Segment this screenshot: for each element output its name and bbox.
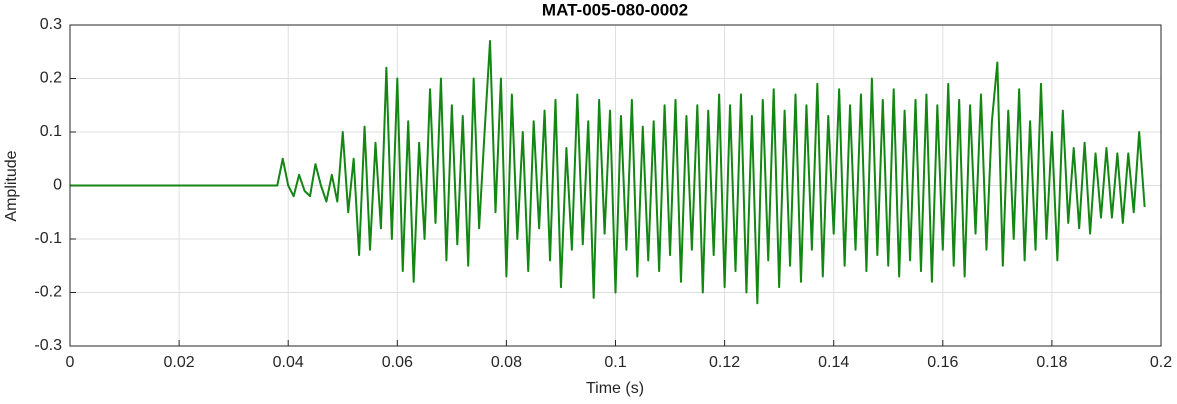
y-tick-label: 0.3 [40, 16, 62, 33]
x-tick-label: 0.04 [273, 354, 304, 371]
series-line [70, 40, 1146, 305]
y-tick-label: 0.2 [40, 70, 62, 87]
chart-title: MAT-005-080-0002 [542, 0, 688, 19]
x-tick-label: 0.16 [927, 354, 958, 371]
x-tick-label: 0.2 [1150, 354, 1172, 371]
x-tick-label: 0.18 [1036, 354, 1067, 371]
y-tick-label: 0.1 [40, 123, 62, 140]
y-tick-label: 0 [53, 177, 62, 194]
x-tick-label: 0.08 [491, 354, 522, 371]
y-tick-label: -0.1 [34, 230, 62, 247]
y-tick-label: -0.2 [34, 284, 62, 301]
x-tick-label: 0.02 [164, 354, 195, 371]
y-axis-label: Amplitude [3, 150, 20, 221]
x-tick-label: 0 [66, 354, 75, 371]
x-tick-label: 0.06 [382, 354, 413, 371]
x-axis-label: Time (s) [586, 380, 644, 397]
y-tick-label: -0.3 [34, 337, 62, 354]
x-tick-label: 0.14 [818, 354, 849, 371]
x-tick-label: 0.1 [604, 354, 626, 371]
x-tick-label: 0.12 [709, 354, 740, 371]
axes-box [69, 24, 1162, 347]
